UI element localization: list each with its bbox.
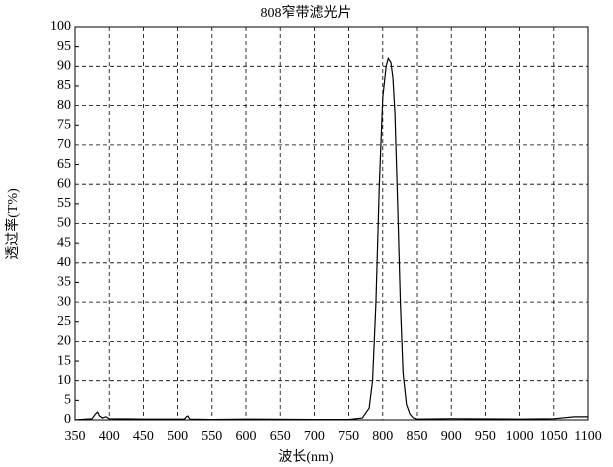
- y-tick-label: 15: [57, 353, 71, 368]
- y-tick-label: 10: [57, 373, 71, 388]
- y-tick-label: 85: [57, 78, 71, 93]
- x-tick-label: 550: [201, 429, 222, 444]
- y-tick-label: 90: [57, 59, 71, 74]
- x-tick-label: 750: [338, 429, 359, 444]
- x-tick-label: 950: [475, 429, 496, 444]
- x-axis-label: 波长(nm): [278, 449, 334, 465]
- chart-title: 808窄带滤光片: [261, 4, 352, 21]
- x-tick-label: 850: [407, 429, 428, 444]
- y-axis-label: 透过率(T%): [4, 188, 21, 260]
- y-tick-label: 50: [57, 216, 71, 231]
- y-tick-label: 65: [57, 157, 71, 172]
- y-tick-label: 60: [57, 176, 71, 191]
- x-tick-label: 800: [372, 429, 393, 444]
- y-tick-label: 0: [64, 412, 71, 427]
- x-tick-label: 900: [441, 429, 462, 444]
- x-tick-label: 650: [270, 429, 291, 444]
- y-tick-label: 20: [57, 334, 71, 349]
- x-tick-label: 400: [99, 429, 120, 444]
- y-tick-label: 75: [57, 117, 71, 132]
- x-tick-label: 700: [304, 429, 325, 444]
- x-tick-label: 350: [65, 429, 86, 444]
- x-tick-label: 1100: [574, 429, 601, 444]
- y-tick-label: 45: [57, 235, 71, 250]
- x-tick-label: 500: [167, 429, 188, 444]
- y-tick-label: 95: [57, 39, 71, 54]
- y-tick-label: 35: [57, 275, 71, 290]
- y-tick-label: 100: [50, 19, 71, 34]
- y-tick-label: 5: [64, 393, 71, 408]
- y-tick-label: 25: [57, 314, 71, 329]
- y-tick-label: 80: [57, 98, 71, 113]
- y-tick-label: 40: [57, 255, 71, 270]
- y-tick-label: 30: [57, 294, 71, 309]
- x-tick-label: 1050: [540, 429, 568, 444]
- y-tick-label: 55: [57, 196, 71, 211]
- x-tick-label: 600: [236, 429, 257, 444]
- x-tick-label: 450: [133, 429, 154, 444]
- x-tick-label: 1000: [506, 429, 534, 444]
- y-tick-label: 70: [57, 137, 71, 152]
- data-line: [74, 57, 588, 421]
